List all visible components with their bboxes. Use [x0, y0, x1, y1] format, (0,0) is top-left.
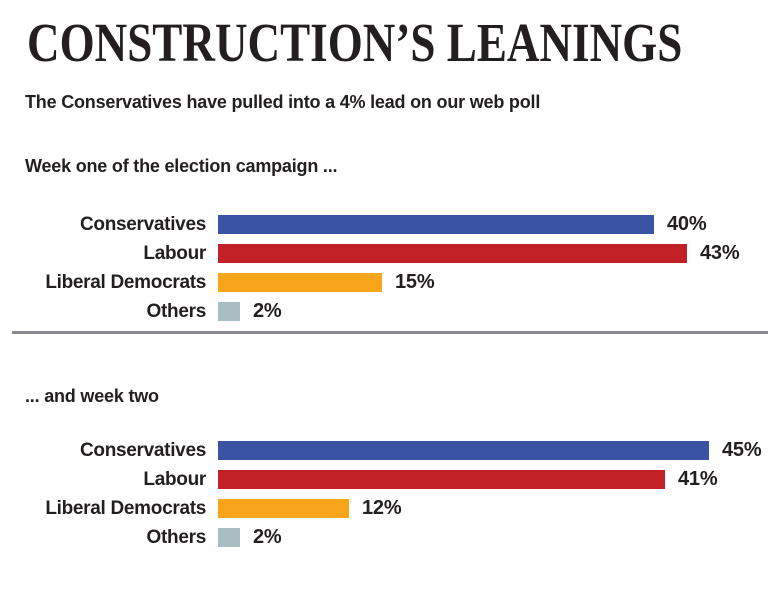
bar-label: Liberal Democrats [45, 497, 206, 519]
poll-infographic: CONSTRUCTION’S LEANINGS The Conservative… [0, 12, 780, 607]
section-divider [12, 331, 768, 334]
page-subtitle: The Conservatives have pulled into a 4% … [25, 92, 541, 112]
bar-row: Liberal Democrats 15% [0, 271, 780, 293]
bar [218, 499, 349, 518]
week-one-bar-chart: Conservatives 40% Labour 43% Liberal Democra… [0, 213, 780, 322]
bar-label: Labour [143, 468, 206, 490]
bar-value: 2% [253, 526, 282, 548]
bar-label: Liberal Democrats [45, 271, 206, 293]
bar-value: 2% [253, 300, 282, 322]
bar-row: Labour 41% [0, 468, 780, 490]
week-one-heading: Week one of the election campaign ... [25, 156, 338, 176]
bar-label: Labour [143, 242, 206, 264]
bar-value: 41% [678, 468, 718, 490]
bar-row: Labour 43% [0, 242, 780, 264]
page-title: CONSTRUCTION’S LEANINGS [27, 12, 683, 73]
bar-value: 45% [722, 439, 762, 461]
week-two-bar-chart: Conservatives 45% Labour 41% Liberal Democra… [0, 439, 780, 548]
bar [218, 244, 687, 263]
bar-row: Conservatives 40% [0, 213, 780, 235]
bar-label: Conservatives [79, 439, 206, 461]
bar [218, 215, 654, 234]
bar-label: Conservatives [79, 213, 206, 235]
bar-label: Others [146, 526, 207, 548]
bar [218, 302, 240, 321]
bar-row: Liberal Democrats 12% [0, 497, 780, 519]
bar-row: Others 2% [0, 526, 780, 548]
week-two-heading: ... and week two [25, 386, 159, 406]
bar [218, 470, 665, 489]
bar-value: 12% [362, 497, 402, 519]
bar [218, 441, 709, 460]
bar-row: Conservatives 45% [0, 439, 780, 461]
bar-value: 40% [667, 213, 707, 235]
bar [218, 528, 240, 547]
bar-row: Others 2% [0, 300, 780, 322]
bar-label: Others [146, 300, 207, 322]
bar-value: 43% [700, 242, 740, 264]
bar [218, 273, 382, 292]
bar-value: 15% [395, 271, 435, 293]
